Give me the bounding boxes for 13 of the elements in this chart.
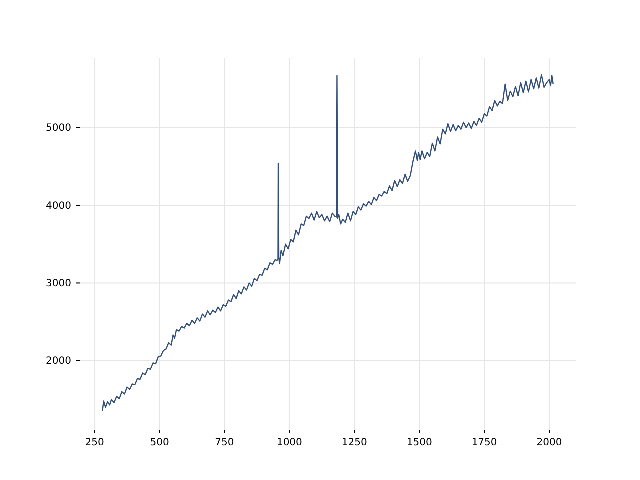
x-tick-label: 750 [215, 438, 234, 449]
x-tick-label: 2000 [536, 438, 562, 449]
y-tick-label: 3000 [46, 278, 72, 290]
y-tick-label: 2000 [46, 356, 72, 368]
y-tick-label: 4000 [46, 200, 72, 212]
line-series [102, 74, 554, 412]
x-tick-label: 500 [150, 438, 170, 449]
x-tick-label: 1000 [276, 438, 302, 449]
x-tick-label: 1500 [406, 438, 432, 449]
y-tick-label: 5000 [46, 123, 72, 134]
x-tick-label: 1750 [472, 438, 498, 449]
x-tick-label: 250 [85, 438, 104, 449]
x-tick-label: 1250 [342, 438, 368, 449]
